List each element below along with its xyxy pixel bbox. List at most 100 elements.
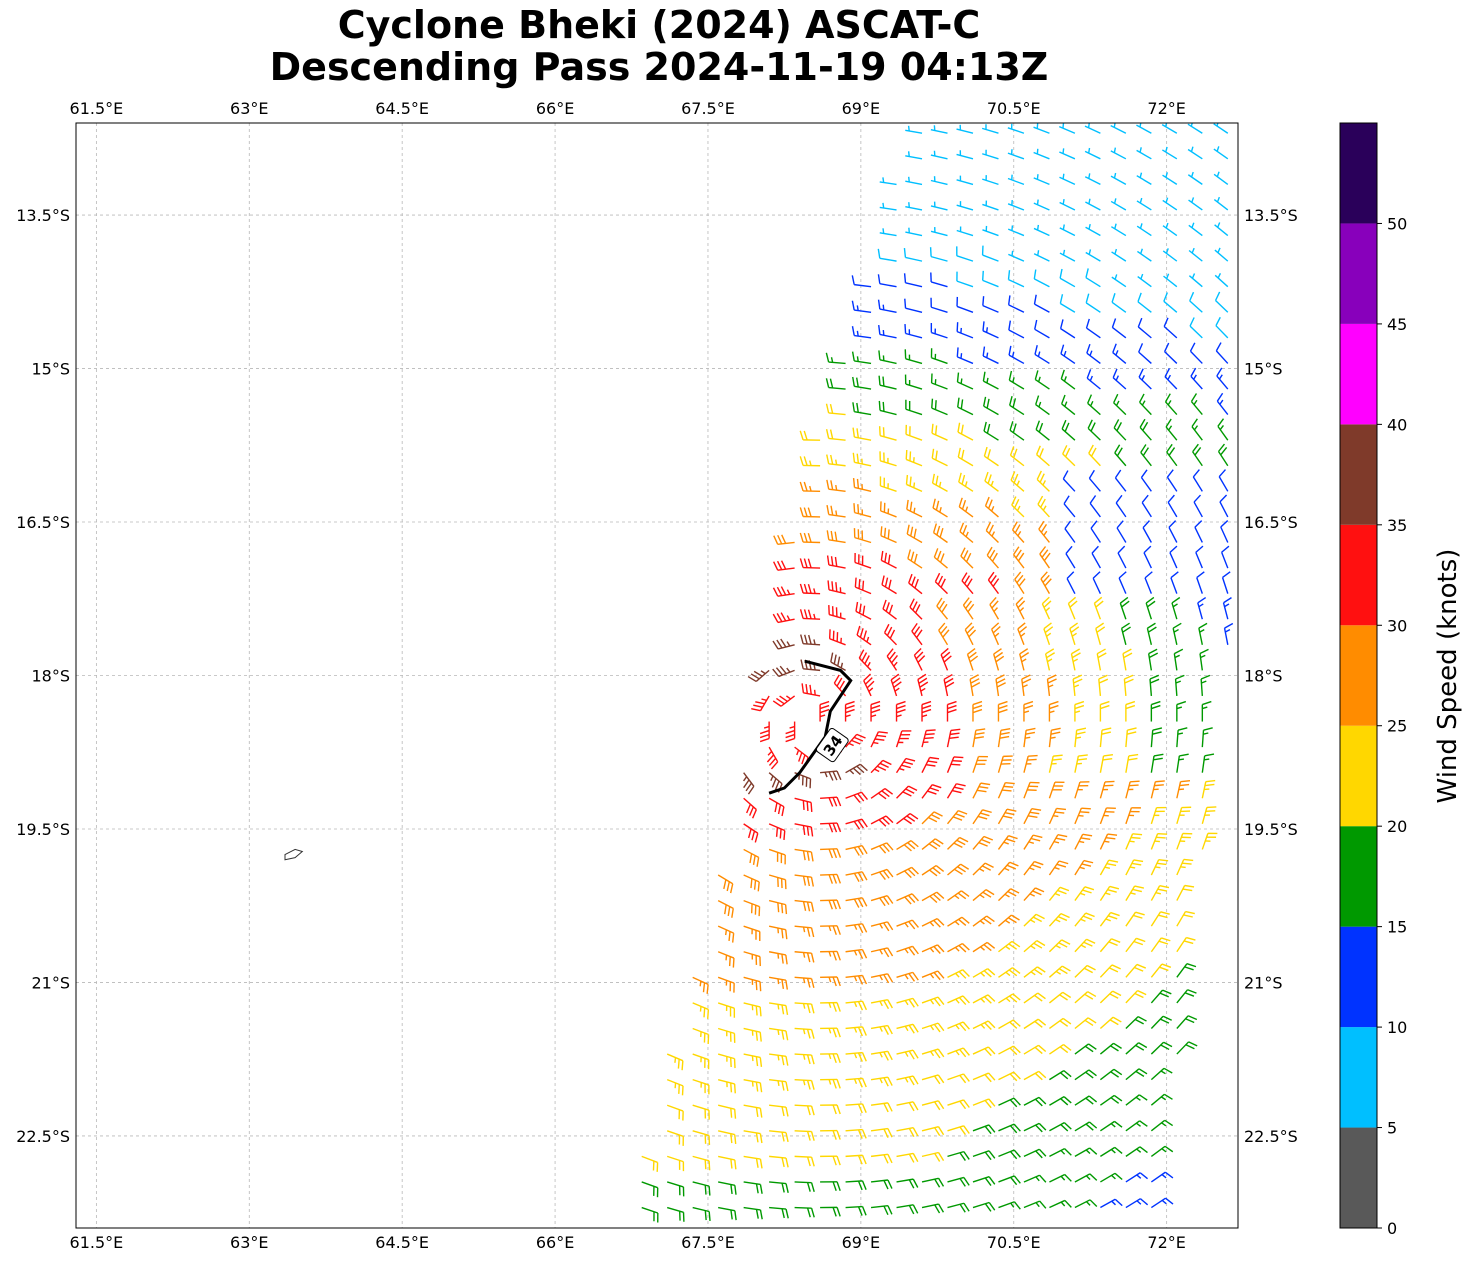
wind-barb	[1125, 1094, 1148, 1106]
wind-barb	[717, 1078, 736, 1094]
wind-barb	[1099, 885, 1120, 901]
wind-barb	[946, 809, 968, 825]
wind-barb	[1059, 224, 1076, 237]
wind-barb	[921, 970, 945, 981]
wind-barb	[845, 974, 868, 985]
wind-barb	[1176, 1041, 1198, 1055]
wind-barb	[1125, 1016, 1147, 1029]
wind-barb	[1149, 674, 1160, 697]
wind-barb	[1190, 393, 1203, 416]
wind-barb	[852, 477, 872, 493]
wind-barb	[820, 899, 841, 910]
wind-barb	[947, 942, 970, 953]
wind-barb	[1176, 910, 1195, 927]
wind-barb	[930, 272, 948, 288]
wind-barb	[858, 649, 872, 671]
wind-barb	[1125, 1146, 1148, 1157]
wind-barb	[769, 1155, 789, 1168]
wind-barb	[1150, 780, 1165, 799]
wind-barb	[913, 647, 926, 671]
wind-barb	[1033, 148, 1050, 160]
wind-barb	[1074, 1199, 1098, 1209]
wind-barb	[1163, 317, 1178, 339]
wind-barb	[1033, 250, 1050, 262]
wind-barb	[989, 596, 1000, 620]
wind-barb	[692, 1002, 710, 1019]
wind-barb	[905, 424, 923, 441]
wind-barb	[692, 1078, 710, 1095]
wind-barb	[896, 1101, 919, 1112]
wind-barb	[1139, 418, 1152, 441]
wind-barb	[878, 350, 897, 365]
wind-barb	[1141, 494, 1152, 518]
wind-barb	[877, 299, 897, 313]
wind-barb	[1125, 1198, 1149, 1209]
wind-barb	[845, 733, 866, 748]
colorbar-segment	[1340, 1027, 1377, 1128]
wind-barb	[1084, 173, 1101, 186]
wind-barb	[794, 874, 815, 887]
wind-barb	[769, 1181, 789, 1193]
wind-barb	[1119, 596, 1130, 620]
wind-barb	[921, 1203, 945, 1214]
left-tick-label: 16.5°S	[16, 513, 70, 532]
wind-barb	[820, 1053, 841, 1064]
wind-barb	[947, 1125, 970, 1136]
wind-barb	[905, 399, 923, 416]
wind-barb	[930, 125, 948, 134]
bottom-tick-label: 61.5°E	[70, 1233, 124, 1252]
wind-barb	[936, 597, 949, 620]
wind-barb	[895, 757, 916, 774]
wind-barb	[1085, 223, 1101, 237]
right-tick-label: 22.5°S	[1244, 1127, 1298, 1146]
wind-barb	[1189, 291, 1203, 313]
wind-barb	[921, 1048, 945, 1059]
gridlines	[76, 123, 1238, 1228]
wind-barb	[1092, 571, 1102, 594]
wind-barb	[1023, 700, 1034, 722]
wind-barb	[984, 496, 999, 518]
wind-barb	[1176, 727, 1188, 748]
wind-barb	[1125, 833, 1143, 850]
wind-barb	[799, 430, 821, 441]
wind-barb	[845, 1026, 867, 1037]
wind-barb	[896, 812, 919, 825]
wind-barb	[1213, 196, 1229, 211]
wind-barb	[1171, 596, 1181, 620]
wind-barb	[997, 861, 1019, 876]
wind-barb	[1147, 648, 1159, 671]
wind-barb	[769, 1078, 789, 1092]
wind-barb	[1023, 834, 1043, 850]
wind-barb	[947, 863, 970, 876]
wind-barb	[785, 721, 796, 743]
wind-barb	[1065, 545, 1076, 569]
wind-barb	[947, 995, 970, 1006]
wind-barb	[852, 376, 872, 390]
wind-barb	[1136, 223, 1152, 237]
wind-barb	[930, 323, 948, 339]
wind-barb	[1023, 992, 1046, 1004]
wind-barb	[1150, 1067, 1173, 1081]
wind-barb	[743, 925, 761, 942]
wind-barb	[1039, 546, 1051, 569]
wind-barb	[896, 1204, 919, 1215]
wind-barb	[1064, 520, 1076, 543]
wind-barb	[998, 1201, 1021, 1210]
left-tick-label: 21°S	[31, 973, 70, 992]
wind-barb	[1048, 886, 1070, 902]
wind-barb	[845, 844, 868, 856]
wind-barb	[1048, 965, 1071, 978]
wind-barb	[799, 558, 821, 569]
wind-barb	[1198, 622, 1208, 645]
wind-barb	[1176, 936, 1196, 953]
wind-barb	[1099, 780, 1115, 799]
wind-barb	[947, 916, 970, 927]
wind-barb	[998, 967, 1021, 978]
wind-barb	[972, 1072, 996, 1083]
wind-barb	[1192, 443, 1203, 467]
wind-barb	[1023, 913, 1045, 927]
wind-barb	[870, 1179, 893, 1190]
wind-barb	[852, 402, 872, 416]
wind-barb	[1023, 781, 1040, 799]
wind-barb	[921, 1100, 945, 1111]
